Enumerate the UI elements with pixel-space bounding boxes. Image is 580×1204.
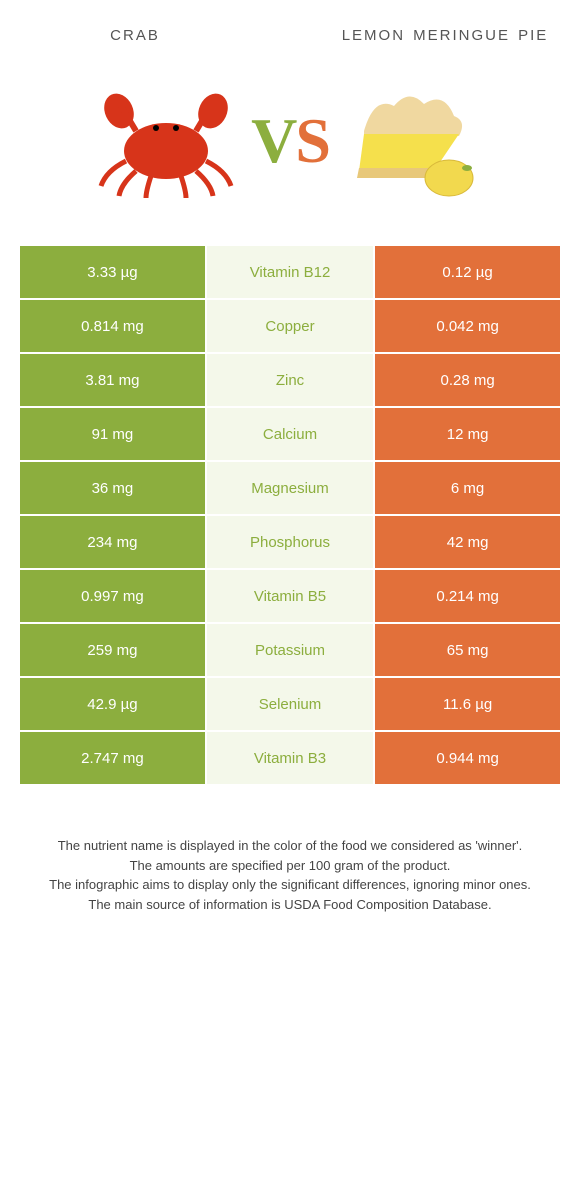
nutrient-right-value: 0.944 mg [375,732,560,786]
nutrient-name: Magnesium [207,462,375,516]
nutrient-left-value: 0.997 mg [20,570,207,624]
footnotes: The nutrient name is displayed in the co… [30,836,550,914]
crab-icon [91,76,241,206]
nutrient-name: Phosphorus [207,516,375,570]
header-spacer [260,20,320,46]
nutrient-row: 3.33 µgVitamin B120.12 µg [20,246,560,300]
pie-image [339,76,489,206]
nutrient-right-value: 65 mg [375,624,560,678]
footnote-line: The main source of information is USDA F… [30,895,550,915]
nutrient-right-value: 0.214 mg [375,570,560,624]
nutrient-row: 42.9 µgSelenium11.6 µg [20,678,560,732]
vs-s: S [295,105,329,176]
nutrient-left-value: 2.747 mg [20,732,207,786]
nutrient-table: 3.33 µgVitamin B120.12 µg0.814 mgCopper0… [20,246,560,786]
nutrient-right-value: 6 mg [375,462,560,516]
nutrient-left-value: 3.33 µg [20,246,207,300]
header-right-label: lemon meringue pie [320,20,570,46]
nutrient-name: Selenium [207,678,375,732]
nutrient-row: 2.747 mgVitamin B30.944 mg [20,732,560,786]
nutrient-right-value: 12 mg [375,408,560,462]
vs-label: VS [251,104,329,178]
nutrient-left-value: 36 mg [20,462,207,516]
header-row: crab lemon meringue pie [0,0,580,56]
nutrient-name: Vitamin B12 [207,246,375,300]
footnote-line: The infographic aims to display only the… [30,875,550,895]
nutrient-row: 0.814 mgCopper0.042 mg [20,300,560,354]
nutrient-row: 234 mgPhosphorus42 mg [20,516,560,570]
nutrient-right-value: 42 mg [375,516,560,570]
nutrient-name: Calcium [207,408,375,462]
nutrient-left-value: 0.814 mg [20,300,207,354]
nutrient-right-value: 0.042 mg [375,300,560,354]
nutrient-row: 0.997 mgVitamin B50.214 mg [20,570,560,624]
nutrient-row: 259 mgPotassium65 mg [20,624,560,678]
vs-v: V [251,105,295,176]
lemon-meringue-pie-icon [339,76,489,206]
nutrient-name: Zinc [207,354,375,408]
nutrient-row: 91 mgCalcium12 mg [20,408,560,462]
nutrient-right-value: 0.12 µg [375,246,560,300]
nutrient-right-value: 11.6 µg [375,678,560,732]
nutrient-row: 3.81 mgZinc0.28 mg [20,354,560,408]
nutrient-left-value: 42.9 µg [20,678,207,732]
nutrient-left-value: 3.81 mg [20,354,207,408]
nutrient-name: Vitamin B3 [207,732,375,786]
footnote-line: The amounts are specified per 100 gram o… [30,856,550,876]
nutrient-left-value: 259 mg [20,624,207,678]
nutrient-name: Copper [207,300,375,354]
nutrient-left-value: 234 mg [20,516,207,570]
footnote-line: The nutrient name is displayed in the co… [30,836,550,856]
nutrient-right-value: 0.28 mg [375,354,560,408]
nutrient-row: 36 mgMagnesium6 mg [20,462,560,516]
header-left-label: crab [10,20,260,46]
nutrient-name: Potassium [207,624,375,678]
nutrient-name: Vitamin B5 [207,570,375,624]
nutrient-left-value: 91 mg [20,408,207,462]
vs-row: VS [0,56,580,246]
crab-image [91,76,241,206]
